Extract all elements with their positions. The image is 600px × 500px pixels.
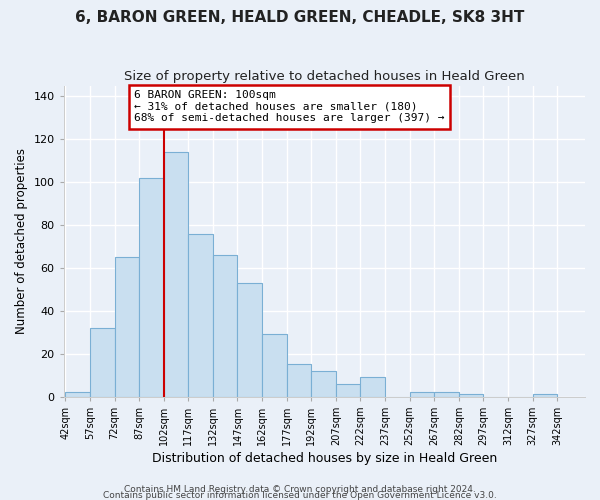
X-axis label: Distribution of detached houses by size in Heald Green: Distribution of detached houses by size … — [152, 452, 497, 465]
Y-axis label: Number of detached properties: Number of detached properties — [15, 148, 28, 334]
Text: 6 BARON GREEN: 100sqm
← 31% of detached houses are smaller (180)
68% of semi-det: 6 BARON GREEN: 100sqm ← 31% of detached … — [134, 90, 445, 124]
Bar — [90, 328, 115, 396]
Bar — [139, 178, 164, 396]
Bar — [459, 394, 484, 396]
Bar — [164, 152, 188, 396]
Bar — [262, 334, 287, 396]
Bar — [410, 392, 434, 396]
Bar — [188, 234, 213, 396]
Text: Contains HM Land Registry data © Crown copyright and database right 2024.: Contains HM Land Registry data © Crown c… — [124, 484, 476, 494]
Bar — [336, 384, 361, 396]
Bar — [287, 364, 311, 396]
Bar — [65, 392, 90, 396]
Bar — [311, 371, 336, 396]
Bar — [533, 394, 557, 396]
Bar — [238, 283, 262, 397]
Bar — [115, 257, 139, 396]
Bar — [434, 392, 459, 396]
Text: 6, BARON GREEN, HEALD GREEN, CHEADLE, SK8 3HT: 6, BARON GREEN, HEALD GREEN, CHEADLE, SK… — [76, 10, 524, 25]
Title: Size of property relative to detached houses in Heald Green: Size of property relative to detached ho… — [124, 70, 525, 83]
Bar — [213, 255, 238, 396]
Bar — [361, 377, 385, 396]
Text: Contains public sector information licensed under the Open Government Licence v3: Contains public sector information licen… — [103, 490, 497, 500]
